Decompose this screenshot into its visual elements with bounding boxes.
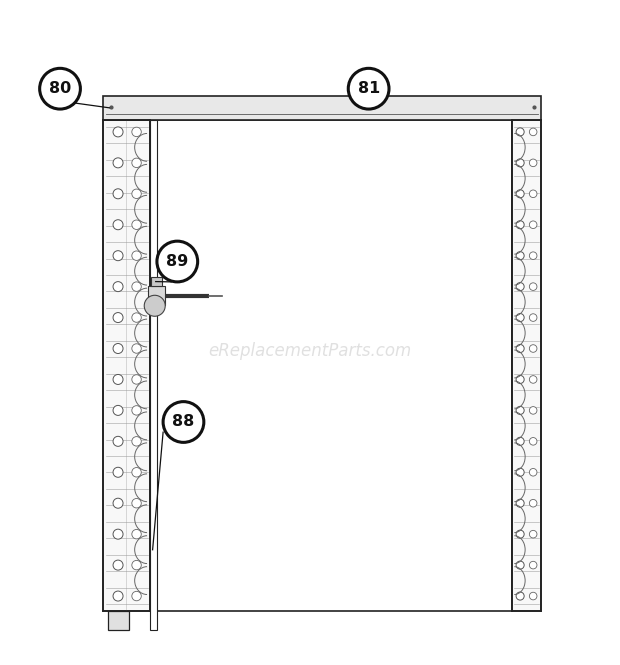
Circle shape <box>529 128 537 136</box>
Circle shape <box>163 402 204 442</box>
Circle shape <box>529 499 537 507</box>
Polygon shape <box>104 96 541 120</box>
Circle shape <box>516 283 524 291</box>
Circle shape <box>529 283 537 291</box>
Circle shape <box>144 295 165 317</box>
Circle shape <box>132 158 141 168</box>
Circle shape <box>113 127 123 137</box>
Circle shape <box>516 159 524 167</box>
Polygon shape <box>151 277 162 286</box>
Circle shape <box>157 241 198 282</box>
Circle shape <box>516 344 524 352</box>
Text: eReplacementParts.com: eReplacementParts.com <box>208 342 412 360</box>
Circle shape <box>516 190 524 198</box>
Circle shape <box>516 499 524 507</box>
Circle shape <box>529 531 537 538</box>
Circle shape <box>113 281 123 292</box>
Circle shape <box>132 375 141 384</box>
Circle shape <box>348 68 389 109</box>
Text: 80: 80 <box>49 81 71 96</box>
Circle shape <box>113 436 123 446</box>
Circle shape <box>516 376 524 384</box>
Circle shape <box>516 561 524 569</box>
Circle shape <box>113 467 123 477</box>
Circle shape <box>113 374 123 384</box>
Polygon shape <box>149 120 512 612</box>
Circle shape <box>113 560 123 570</box>
Circle shape <box>132 529 141 539</box>
Circle shape <box>516 406 524 414</box>
Circle shape <box>529 376 537 383</box>
Circle shape <box>132 591 141 600</box>
Polygon shape <box>108 612 129 630</box>
Circle shape <box>113 406 123 416</box>
Circle shape <box>529 561 537 569</box>
Circle shape <box>516 468 524 476</box>
Circle shape <box>516 530 524 538</box>
Circle shape <box>132 561 141 570</box>
Circle shape <box>516 313 524 322</box>
Circle shape <box>516 221 524 229</box>
Circle shape <box>132 499 141 508</box>
Circle shape <box>529 344 537 352</box>
Text: 89: 89 <box>166 254 188 269</box>
Circle shape <box>132 220 141 229</box>
Circle shape <box>516 128 524 136</box>
Circle shape <box>132 251 141 261</box>
Circle shape <box>113 158 123 168</box>
Circle shape <box>529 314 537 321</box>
Circle shape <box>529 159 537 167</box>
Circle shape <box>529 593 537 600</box>
Circle shape <box>132 127 141 136</box>
Text: 81: 81 <box>358 81 380 96</box>
Circle shape <box>40 68 81 109</box>
Circle shape <box>113 219 123 229</box>
Circle shape <box>113 529 123 539</box>
Circle shape <box>113 591 123 601</box>
Circle shape <box>132 313 141 323</box>
Circle shape <box>113 344 123 354</box>
Polygon shape <box>149 120 157 630</box>
Polygon shape <box>148 286 166 305</box>
Circle shape <box>113 313 123 323</box>
Polygon shape <box>512 120 541 612</box>
Circle shape <box>113 251 123 261</box>
Circle shape <box>132 282 141 291</box>
Text: 88: 88 <box>172 414 195 430</box>
Circle shape <box>516 438 524 446</box>
Circle shape <box>113 498 123 508</box>
Circle shape <box>516 592 524 600</box>
Circle shape <box>529 468 537 476</box>
Circle shape <box>529 190 537 198</box>
Circle shape <box>132 467 141 477</box>
Circle shape <box>113 189 123 199</box>
Circle shape <box>529 406 537 414</box>
Circle shape <box>132 344 141 353</box>
Circle shape <box>529 438 537 445</box>
Circle shape <box>132 189 141 199</box>
Circle shape <box>529 221 537 229</box>
Circle shape <box>516 251 524 260</box>
Circle shape <box>132 406 141 415</box>
Circle shape <box>132 437 141 446</box>
Circle shape <box>529 252 537 259</box>
Polygon shape <box>104 120 149 612</box>
